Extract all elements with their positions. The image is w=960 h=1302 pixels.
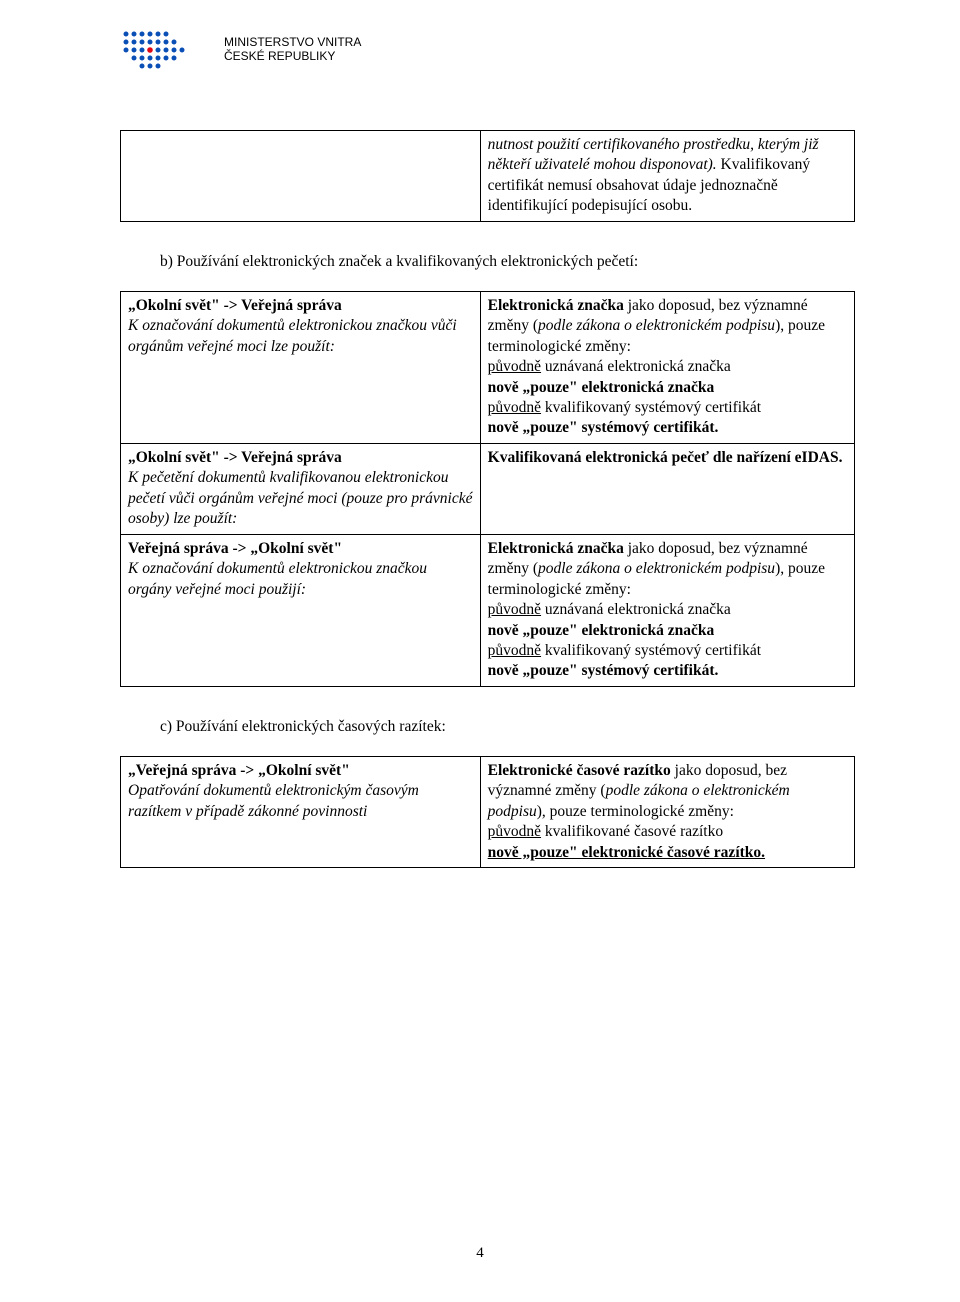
t: Elektronické časové razítko: [488, 762, 671, 779]
page: MINISTERSTVO VNITRA ČESKÉ REPUBLIKY nutn…: [0, 0, 960, 1302]
t: Elektronická značka: [488, 540, 624, 557]
cell-right: Kvalifikovaná elektronická pečeť dle nař…: [480, 443, 854, 534]
table-top: nutnost použití certifikovaného prostřed…: [120, 130, 855, 222]
section-b-label: b) Používání elektronických značek a kva…: [160, 252, 855, 273]
table-c: „Veřejná správa -> „Okolní svět" Opatřov…: [120, 756, 855, 868]
section-c-label: c) Používání elektronických časových raz…: [160, 717, 855, 738]
page-content: nutnost použití certifikovaného prostřed…: [120, 0, 855, 868]
t: podle zákona o elektronickém podpisu: [538, 560, 775, 577]
cell-right: Elektronická značka jako doposud, bez vý…: [480, 534, 854, 686]
t: uznávaná elektronická značka: [541, 358, 731, 375]
t: kvalifikovaný systémový certifikát: [541, 642, 761, 659]
t: nově „pouze" elektronické časové razítko…: [488, 844, 765, 861]
page-number: 4: [0, 1245, 960, 1262]
t: Elektronická značka: [488, 297, 624, 314]
ministry-logo-icon: [120, 28, 212, 70]
right-line: nově „pouze" elektronická značka: [488, 378, 847, 398]
t: původně: [488, 642, 541, 659]
header-logo-block: MINISTERSTVO VNITRA ČESKÉ REPUBLIKY: [120, 28, 361, 70]
ministry-logo-text: MINISTERSTVO VNITRA ČESKÉ REPUBLIKY: [224, 35, 361, 64]
table-row: „Veřejná správa -> „Okolní svět" Opatřov…: [121, 756, 855, 867]
cell-left: Veřejná správa -> „Okolní svět" K označo…: [121, 534, 481, 686]
left-bold: „Okolní svět" -> Veřejná správa: [128, 296, 473, 316]
left-bold: „Okolní svět" -> Veřejná správa: [128, 448, 473, 468]
right-line: původně uznávaná elektronická značka: [488, 357, 847, 377]
cell-right: nutnost použití certifikovaného prostřed…: [480, 131, 854, 222]
left-italic: K pečetění dokumentů kvalifikovanou elek…: [128, 468, 473, 529]
right-bold: Kvalifikovaná elektronická pečeť dle nař…: [488, 448, 847, 468]
table-row: Veřejná správa -> „Okolní svět" K označo…: [121, 534, 855, 686]
right-line: nově „pouze" systémový certifikát.: [488, 661, 847, 681]
t: kvalifikované časové razítko: [541, 823, 723, 840]
right-line: Elektronické časové razítko jako doposud…: [488, 761, 847, 822]
right-line: původně kvalifikovaný systémový certifik…: [488, 641, 847, 661]
left-bold: Veřejná správa -> „Okolní svět": [128, 539, 473, 559]
cell-left: „Okolní svět" -> Veřejná správa K označo…: [121, 291, 481, 443]
right-line: nově „pouze" systémový certifikát.: [488, 418, 847, 438]
t: původně: [488, 399, 541, 416]
left-italic: K označování dokumentů elektronickou zna…: [128, 316, 473, 357]
left-italic: K označování dokumentů elektronickou zna…: [128, 559, 473, 600]
t: kvalifikovaný systémový certifikát: [541, 399, 761, 416]
t: uznávaná elektronická značka: [541, 601, 731, 618]
table-row: „Okolní svět" -> Veřejná správa K označo…: [121, 291, 855, 443]
t: podle zákona o elektronickém podpisu: [538, 317, 775, 334]
logo-line1: MINISTERSTVO VNITRA: [224, 35, 361, 49]
logo-line2: ČESKÉ REPUBLIKY: [224, 49, 361, 63]
right-line: nově „pouze" elektronická značka: [488, 621, 847, 641]
right-line: Elektronická značka jako doposud, bez vý…: [488, 539, 847, 600]
table-row: „Okolní svět" -> Veřejná správa K pečetě…: [121, 443, 855, 534]
cell-left-empty: [121, 131, 481, 222]
t: ), pouze terminologické změny:: [537, 803, 734, 820]
right-line: Elektronická značka jako doposud, bez vý…: [488, 296, 847, 357]
right-line: nově „pouze" elektronické časové razítko…: [488, 843, 847, 863]
right-line: původně uznávaná elektronická značka: [488, 600, 847, 620]
t: původně: [488, 601, 541, 618]
table-b: „Okolní svět" -> Veřejná správa K označo…: [120, 291, 855, 687]
cell-left: „Okolní svět" -> Veřejná správa K pečetě…: [121, 443, 481, 534]
cell-right: Elektronické časové razítko jako doposud…: [480, 756, 854, 867]
t: původně: [488, 358, 541, 375]
right-line: původně kvalifikované časové razítko: [488, 822, 847, 842]
left-bold: „Veřejná správa -> „Okolní svět": [128, 761, 473, 781]
t: původně: [488, 823, 541, 840]
cell-right: Elektronická značka jako doposud, bez vý…: [480, 291, 854, 443]
cell-left: „Veřejná správa -> „Okolní svět" Opatřov…: [121, 756, 481, 867]
left-italic: Opatřování dokumentů elektronickým časov…: [128, 781, 473, 822]
table-row: nutnost použití certifikovaného prostřed…: [121, 131, 855, 222]
right-line: původně kvalifikovaný systémový certifik…: [488, 398, 847, 418]
